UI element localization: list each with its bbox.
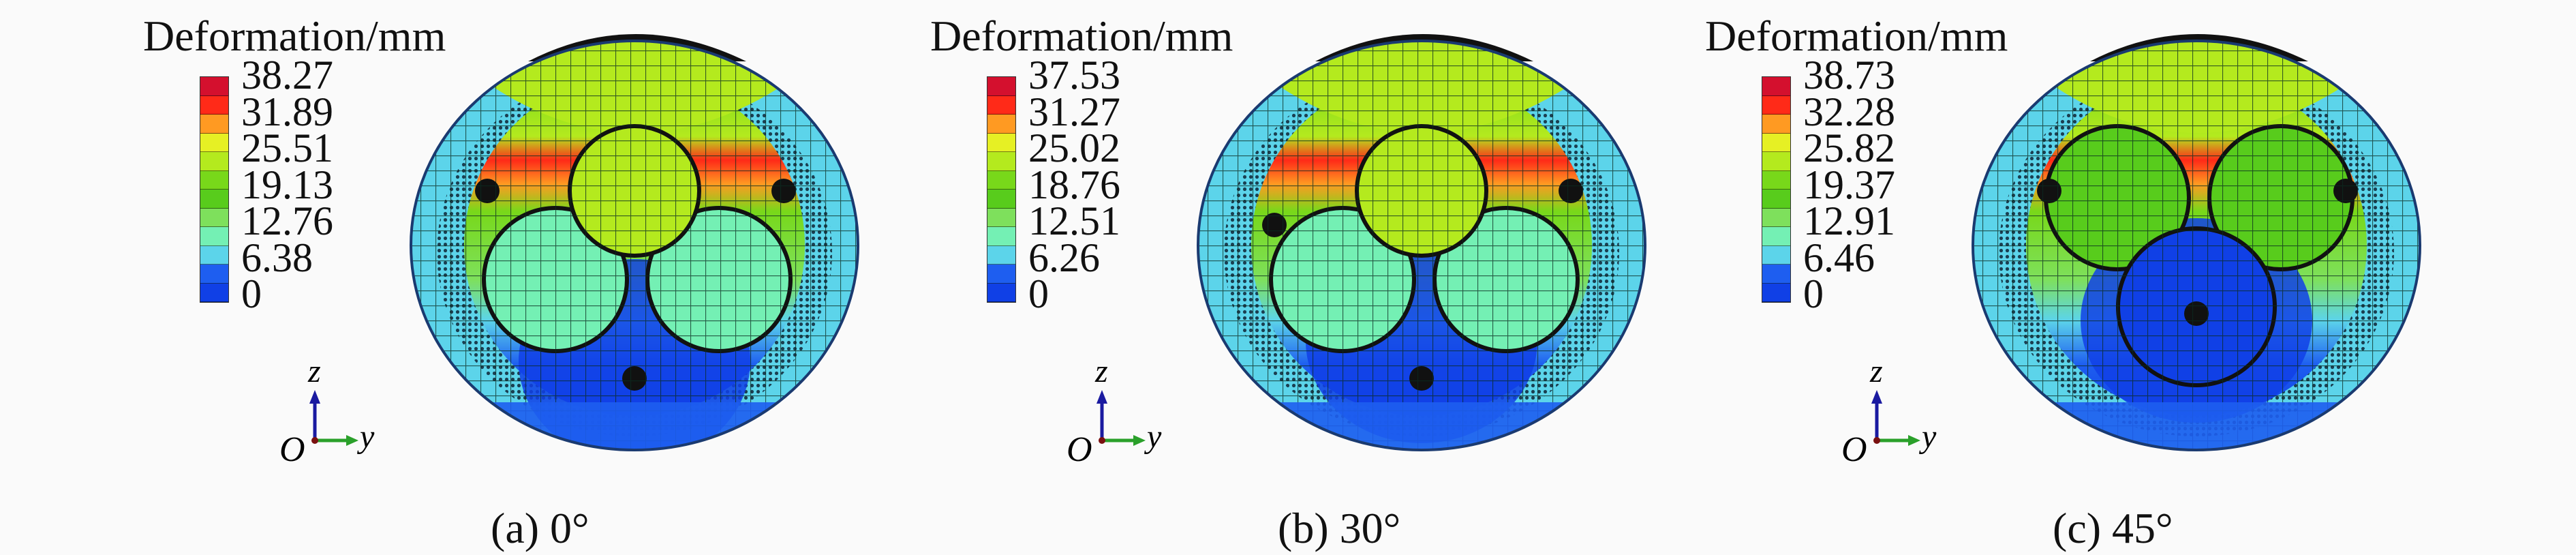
- colorbar-band: [987, 170, 1015, 190]
- colorbar-band: [1762, 227, 1790, 246]
- y-label: y: [1144, 419, 1162, 455]
- z-arrowhead-icon: [1871, 390, 1882, 404]
- colorbar-band: [987, 95, 1015, 115]
- colorbar-tick-label: 38.73: [1803, 52, 1895, 97]
- colorbar-tick-label: 25.51: [241, 125, 333, 170]
- z-arrowhead-icon: [309, 390, 320, 404]
- colorbar-band: [200, 133, 228, 152]
- colorbar-band: [200, 190, 228, 209]
- colorbar-band: [1762, 283, 1790, 302]
- z-label: z: [307, 355, 321, 389]
- deformation-contour-plot: [1967, 20, 2431, 457]
- colorbar-tick-label: 0: [241, 271, 262, 316]
- colorbar-band: [200, 95, 228, 115]
- colorbar-tick-label: 32.28: [1803, 89, 1895, 134]
- colorbar-band: [1762, 152, 1790, 171]
- colorbar: [200, 76, 229, 303]
- coordinate-axes: z y O: [1067, 355, 1162, 464]
- colorbar-band: [200, 77, 228, 96]
- colorbar-band: [987, 115, 1015, 134]
- colorbar-tick-label: 12.91: [1803, 198, 1895, 243]
- colorbar-band: [1762, 245, 1790, 265]
- colorbar-band: [200, 152, 228, 171]
- colorbar-band: [1762, 77, 1790, 96]
- y-arrowhead-icon: [1908, 435, 1920, 446]
- colorbar-tick-label: 25.82: [1803, 125, 1895, 170]
- colorbar-labels: 37.53 31.27 25.02 18.76 12.51 6.26 0: [1028, 52, 1120, 316]
- panel-c: Deformation/mm 38.73 32.28 25.82 19.37 12.91…: [1562, 0, 2421, 555]
- colorbar-tick-label: 0: [1028, 271, 1049, 316]
- colorbar-band: [987, 77, 1015, 96]
- deformation-contour-plot: [1193, 20, 1656, 457]
- colorbar-tick-label: 25.02: [1028, 125, 1120, 170]
- colorbar-band: [987, 283, 1015, 302]
- colorbar-tick-label: 31.89: [241, 89, 333, 134]
- colorbar-band: [1762, 265, 1790, 284]
- colorbar-band: [1762, 95, 1790, 115]
- coordinate-axes: z y O: [1841, 355, 1937, 464]
- origin-dot: [1873, 437, 1880, 444]
- legend-title: Deformation/mm: [1705, 12, 2008, 60]
- colorbar-band: [200, 245, 228, 265]
- origin-label: O: [1841, 430, 1867, 464]
- colorbar-labels: 38.27 31.89 25.51 19.13 12.76 6.38 0: [241, 52, 333, 316]
- y-label: y: [1918, 419, 1937, 455]
- colorbar-band: [1762, 190, 1790, 209]
- panel-b: Deformation/mm 37.53 31.27 25.02 18.76 12.51…: [787, 0, 1646, 555]
- z-label: z: [1869, 355, 1883, 389]
- colorbar-tick-label: 31.27: [1028, 89, 1120, 134]
- z-label: z: [1094, 355, 1108, 389]
- coordinate-axes: z y O: [279, 355, 375, 464]
- colorbar-tick-label: 18.76: [1028, 162, 1120, 207]
- origin-dot: [1099, 437, 1105, 444]
- colorbar-tick-label: 0: [1803, 271, 1824, 316]
- colorbar-band: [200, 115, 228, 134]
- y-label: y: [356, 419, 375, 455]
- colorbar-tick-label: 12.51: [1028, 198, 1120, 243]
- colorbar-band: [987, 245, 1015, 265]
- panel-caption: (a) 0°: [491, 504, 589, 552]
- deformation-contour-plot: [405, 20, 869, 457]
- colorbar-band: [200, 283, 228, 302]
- colorbar-band: [987, 190, 1015, 209]
- panel-caption: (c) 45°: [2053, 504, 2173, 552]
- colorbar-tick-label: 19.37: [1803, 162, 1895, 207]
- panel-caption: (b) 30°: [1278, 504, 1401, 552]
- y-arrowhead-icon: [1133, 435, 1146, 446]
- colorbar-band: [1762, 133, 1790, 152]
- colorbar-labels: 38.73 32.28 25.82 19.37 12.91 6.46 0: [1803, 52, 1895, 316]
- colorbar-band: [200, 227, 228, 246]
- colorbar-tick-label: 6.38: [241, 235, 313, 280]
- colorbar-band: [987, 227, 1015, 246]
- colorbar-tick-label: 12.76: [241, 198, 333, 243]
- colorbar-band: [200, 208, 228, 227]
- colorbar-tick-label: 6.46: [1803, 235, 1875, 280]
- colorbar-band: [200, 170, 228, 190]
- origin-dot: [311, 437, 318, 444]
- colorbar-tick-label: 38.27: [241, 52, 333, 97]
- colorbar-band: [987, 152, 1015, 171]
- colorbar-band: [1762, 115, 1790, 134]
- colorbar-band: [987, 208, 1015, 227]
- colorbar-band: [987, 133, 1015, 152]
- legend-title: Deformation/mm: [143, 12, 446, 60]
- legend-title: Deformation/mm: [930, 12, 1233, 60]
- colorbar-band: [987, 265, 1015, 284]
- colorbar-band: [1762, 208, 1790, 227]
- colorbar-tick-label: 37.53: [1028, 52, 1120, 97]
- z-arrowhead-icon: [1097, 390, 1107, 404]
- y-arrowhead-icon: [346, 435, 358, 446]
- colorbar: [1762, 76, 1791, 303]
- colorbar-band: [200, 265, 228, 284]
- origin-label: O: [279, 430, 305, 464]
- panel-a: Deformation/mm 38.27 31.89 25.51 19.13 12.76…: [0, 0, 859, 555]
- origin-label: O: [1067, 430, 1092, 464]
- colorbar-band: [1762, 170, 1790, 190]
- colorbar-tick-label: 19.13: [241, 162, 333, 207]
- colorbar: [987, 76, 1016, 303]
- colorbar-tick-label: 6.26: [1028, 235, 1100, 280]
